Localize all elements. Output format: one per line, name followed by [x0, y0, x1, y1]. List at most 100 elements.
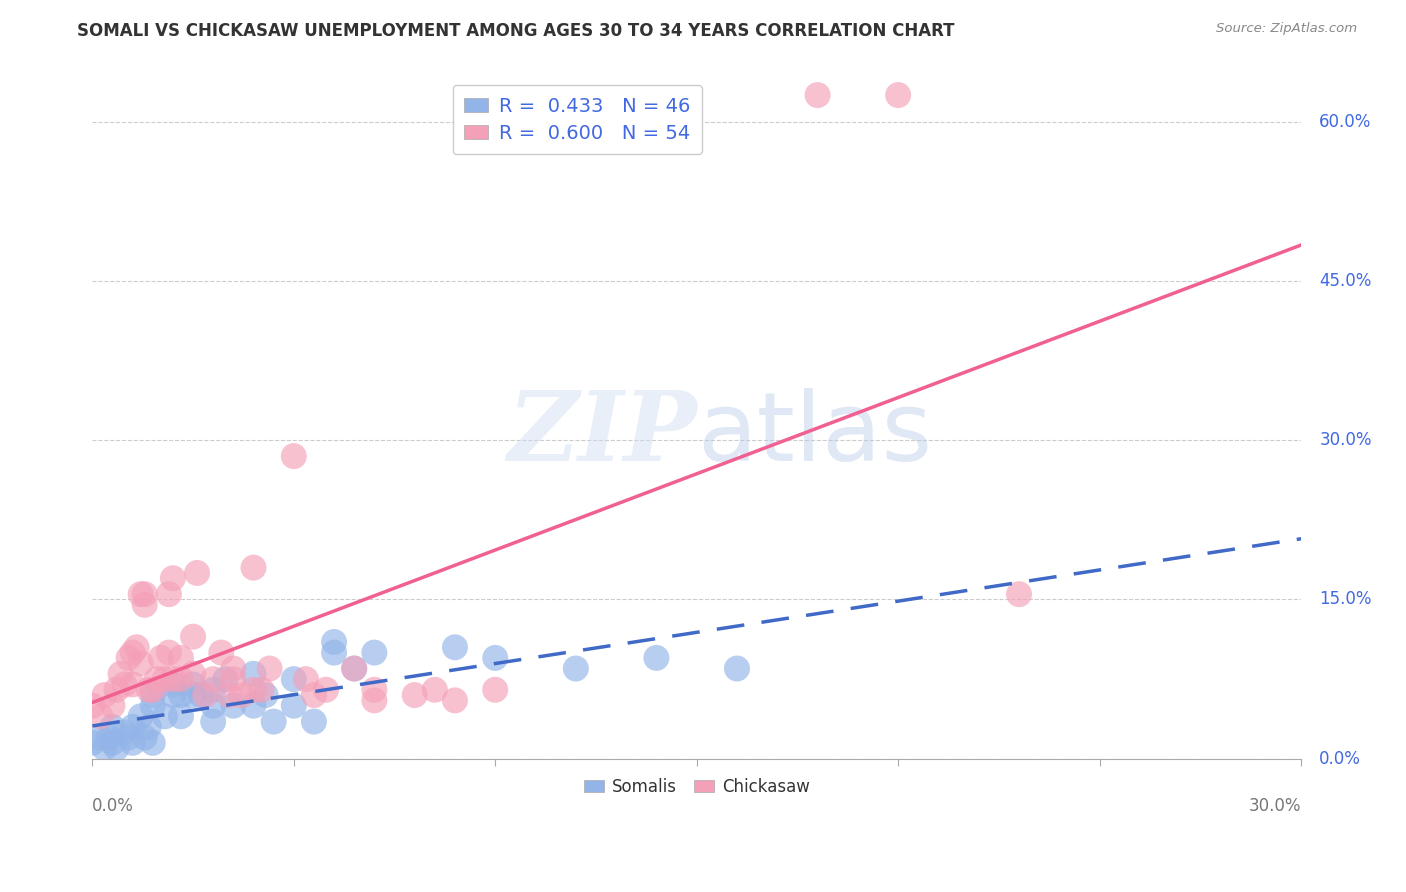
Point	[170, 651, 193, 665]
Point	[222, 698, 245, 713]
Text: 45.0%: 45.0%	[1319, 272, 1372, 290]
Point	[263, 714, 285, 729]
Point	[149, 651, 172, 665]
Point	[157, 587, 180, 601]
Point	[343, 661, 366, 675]
Point	[242, 682, 264, 697]
Point	[343, 661, 366, 675]
Point	[153, 709, 176, 723]
Point	[484, 682, 506, 697]
Point	[101, 720, 124, 734]
Point	[1008, 587, 1031, 601]
Point	[142, 688, 165, 702]
Point	[146, 672, 169, 686]
Point	[134, 587, 156, 601]
Point	[725, 661, 748, 675]
Point	[117, 651, 139, 665]
Point	[242, 560, 264, 574]
Point	[121, 677, 143, 691]
Point	[323, 646, 346, 660]
Point	[157, 646, 180, 660]
Point	[121, 736, 143, 750]
Point	[93, 688, 115, 702]
Point	[89, 731, 111, 745]
Point	[101, 736, 124, 750]
Point	[259, 661, 281, 675]
Point	[444, 693, 467, 707]
Point	[162, 688, 184, 702]
Point	[302, 714, 325, 729]
Point	[142, 736, 165, 750]
Point	[129, 657, 152, 671]
Point	[186, 566, 208, 580]
Text: atlas: atlas	[697, 388, 932, 481]
Point	[242, 666, 264, 681]
Text: ZIP: ZIP	[508, 387, 697, 482]
Point	[142, 698, 165, 713]
Point	[105, 741, 128, 756]
Point	[170, 709, 193, 723]
Point	[887, 88, 910, 103]
Point	[209, 646, 232, 660]
Point	[142, 682, 165, 697]
Legend: Somalis, Chickasaw: Somalis, Chickasaw	[576, 771, 817, 802]
Point	[101, 698, 124, 713]
Point	[110, 666, 132, 681]
Point	[363, 646, 385, 660]
Point	[222, 672, 245, 686]
Point	[181, 666, 204, 681]
Point	[181, 630, 204, 644]
Point	[283, 698, 305, 713]
Point	[153, 672, 176, 686]
Point	[121, 720, 143, 734]
Point	[93, 741, 115, 756]
Point	[202, 682, 225, 697]
Point	[222, 661, 245, 675]
Point	[82, 698, 104, 713]
Point	[134, 598, 156, 612]
Point	[138, 682, 160, 697]
Point	[231, 688, 253, 702]
Point	[202, 698, 225, 713]
Point	[170, 688, 193, 702]
Point	[114, 725, 136, 739]
Point	[283, 672, 305, 686]
Point	[302, 688, 325, 702]
Text: SOMALI VS CHICKASAW UNEMPLOYMENT AMONG AGES 30 TO 34 YEARS CORRELATION CHART: SOMALI VS CHICKASAW UNEMPLOYMENT AMONG A…	[77, 22, 955, 40]
Point	[162, 677, 184, 691]
Point	[484, 651, 506, 665]
Text: 30.0%: 30.0%	[1249, 797, 1301, 814]
Point	[121, 646, 143, 660]
Point	[190, 688, 212, 702]
Point	[138, 720, 160, 734]
Point	[162, 571, 184, 585]
Point	[129, 587, 152, 601]
Point	[363, 682, 385, 697]
Text: 0.0%: 0.0%	[93, 797, 134, 814]
Point	[806, 88, 828, 103]
Point	[97, 731, 120, 745]
Point	[315, 682, 337, 697]
Point	[214, 672, 236, 686]
Point	[423, 682, 446, 697]
Point	[404, 688, 426, 702]
Point	[254, 688, 277, 702]
Point	[444, 640, 467, 655]
Text: 30.0%: 30.0%	[1319, 431, 1372, 450]
Text: 60.0%: 60.0%	[1319, 112, 1372, 130]
Text: 15.0%: 15.0%	[1319, 591, 1372, 608]
Point	[134, 731, 156, 745]
Point	[283, 449, 305, 463]
Point	[162, 672, 184, 686]
Point	[645, 651, 668, 665]
Point	[202, 714, 225, 729]
Point	[194, 688, 217, 702]
Point	[218, 688, 240, 702]
Point	[125, 640, 148, 655]
Point	[250, 682, 273, 697]
Point	[323, 635, 346, 649]
Point	[242, 698, 264, 713]
Point	[114, 677, 136, 691]
Text: 0.0%: 0.0%	[1319, 750, 1361, 768]
Point	[202, 672, 225, 686]
